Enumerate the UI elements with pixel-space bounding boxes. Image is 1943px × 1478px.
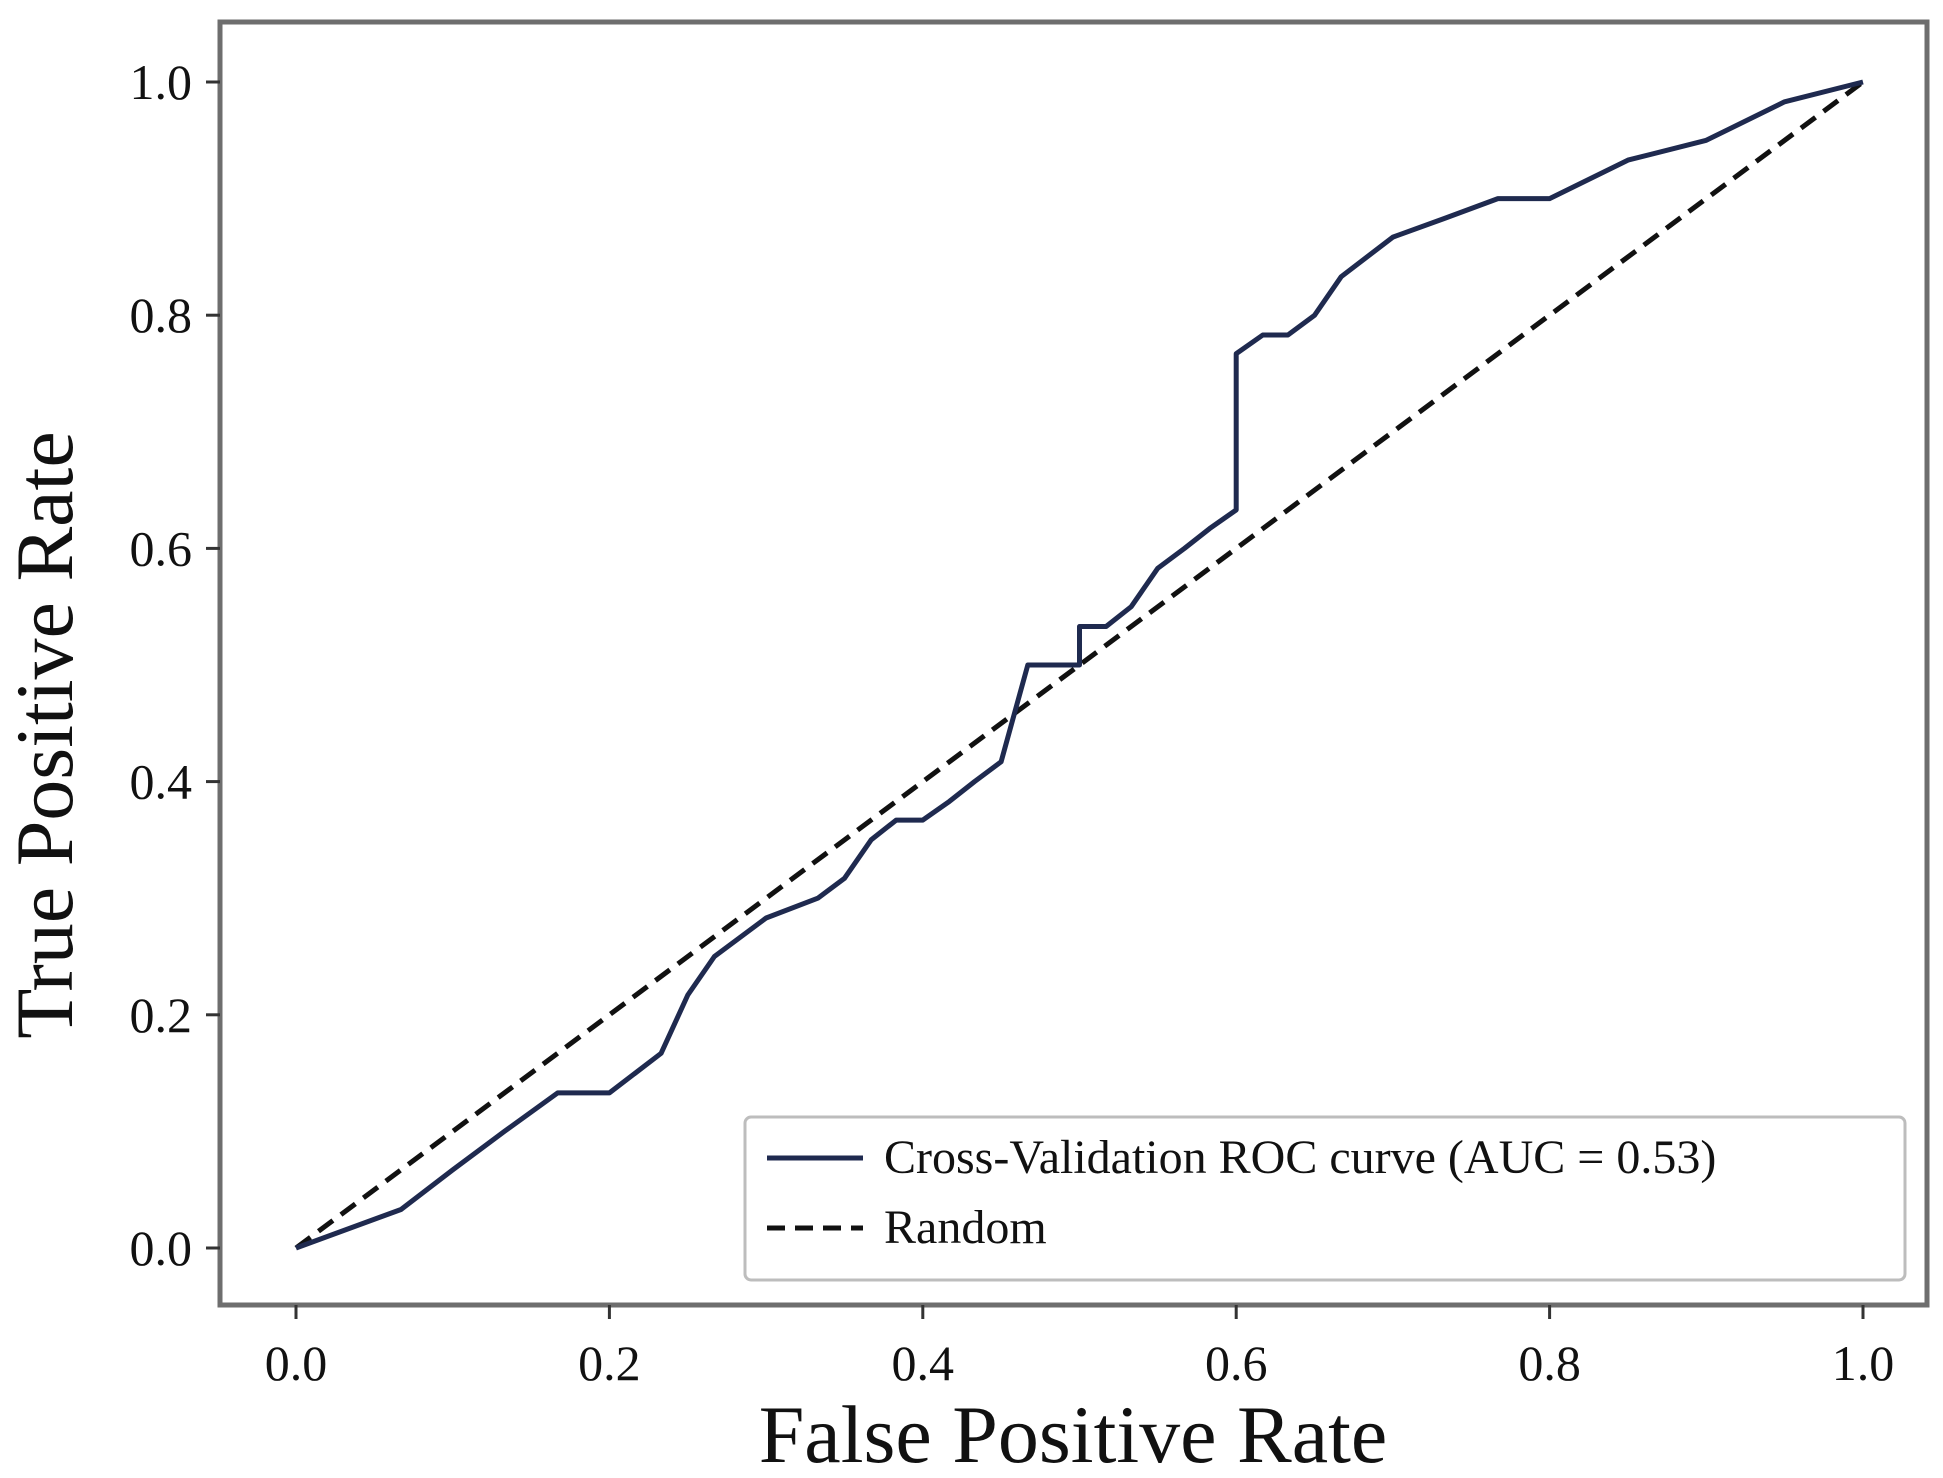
x-tick-label-0: 0.0 (265, 1335, 328, 1391)
y-tick-label-1: 0.2 (130, 987, 193, 1043)
y-tick-label-2: 0.4 (130, 754, 193, 810)
x-tick-label-2: 0.4 (892, 1335, 955, 1391)
random-baseline-line (294, 79, 1865, 1251)
roc-curve-line (295, 79, 1864, 1251)
y-tick-label-0: 0.0 (130, 1220, 193, 1276)
y-tick-label-5: 1.0 (130, 54, 193, 110)
legend-box (743, 1115, 1907, 1282)
legend-label-random: Random (884, 1201, 1047, 1254)
y-tick-label-3: 0.6 (130, 520, 193, 576)
x-tick-label-4: 0.8 (1518, 1335, 1581, 1391)
y-tick-label-4: 0.8 (130, 287, 193, 343)
x-axis-ticks: 0.0 0.2 0.4 0.6 0.8 1.0 (265, 1305, 1895, 1391)
x-tick-label-5: 1.0 (1832, 1335, 1895, 1391)
plot-frame (217, 19, 1930, 1308)
y-axis-ticks: 0.0 0.2 0.4 0.6 0.8 1.0 (130, 54, 220, 1276)
x-tick-label-1: 0.2 (578, 1335, 641, 1391)
legend-label-roc: Cross-Validation ROC curve (AUC = 0.53) (884, 1131, 1716, 1184)
x-axis-title: False Positive Rate (759, 1389, 1388, 1473)
x-tick-label-3: 0.6 (1205, 1335, 1268, 1391)
series-layer (294, 79, 1865, 1251)
y-axis-title: True Positive Rate (0, 431, 90, 1038)
legend: Cross-Validation ROC curve (AUC = 0.53) … (743, 1115, 1907, 1282)
